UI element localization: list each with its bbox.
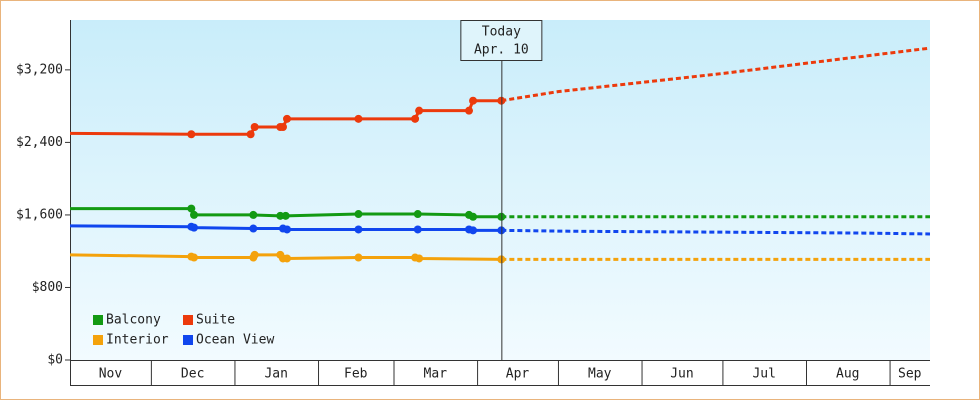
x-tick-label: Jun <box>670 367 693 382</box>
x-tick-label: Sep <box>898 367 922 382</box>
point <box>411 114 420 123</box>
point <box>190 210 199 219</box>
x-tick-label: Jan <box>264 367 287 382</box>
point <box>249 210 258 219</box>
point <box>469 226 478 235</box>
point <box>415 254 424 263</box>
point <box>246 130 255 139</box>
point <box>354 114 363 123</box>
point <box>250 250 259 259</box>
x-tick-label: May <box>588 367 612 382</box>
point <box>469 212 478 221</box>
legend-label: Ocean View <box>196 333 274 348</box>
point <box>190 223 199 232</box>
point <box>415 106 424 115</box>
forecast-line <box>501 46 931 103</box>
today-box <box>460 20 543 61</box>
legend-label: Interior <box>106 333 169 348</box>
today-label: Today <box>482 25 521 40</box>
y-tick-label: $1,600 <box>16 207 63 222</box>
point <box>278 122 287 131</box>
legend-label: Suite <box>196 313 235 328</box>
point <box>283 225 292 234</box>
legend-swatch <box>93 335 103 345</box>
y-tick-label: $3,200 <box>16 62 63 77</box>
today-date: Apr. 10 <box>474 43 529 58</box>
y-tick-label: $2,400 <box>16 135 63 150</box>
point <box>283 114 292 123</box>
x-tick-label: Nov <box>99 367 123 382</box>
point <box>250 122 259 131</box>
point <box>413 225 422 234</box>
x-tick-label: Aug <box>836 367 859 382</box>
point <box>187 204 196 213</box>
x-tick-label: Feb <box>344 367 368 382</box>
legend-swatch <box>183 335 193 345</box>
point <box>354 225 363 234</box>
y-tick-label: $800 <box>32 280 63 295</box>
legend-swatch <box>93 315 103 325</box>
point <box>249 224 258 233</box>
plot-area <box>70 20 930 360</box>
point <box>354 210 363 219</box>
x-tick-label: Apr <box>506 367 530 382</box>
point <box>469 96 478 105</box>
legend-label: Balcony <box>106 313 161 328</box>
point <box>187 130 196 139</box>
legend-swatch <box>183 315 193 325</box>
y-tick-label: $0 <box>47 353 63 368</box>
point <box>190 253 199 262</box>
point <box>354 253 363 262</box>
x-tick-label: Dec <box>181 367 204 382</box>
point <box>283 254 292 263</box>
x-tick-label: Mar <box>424 367 448 382</box>
x-tick-label: Jul <box>752 367 775 382</box>
point <box>464 106 473 115</box>
point <box>281 211 290 220</box>
point <box>413 210 422 219</box>
